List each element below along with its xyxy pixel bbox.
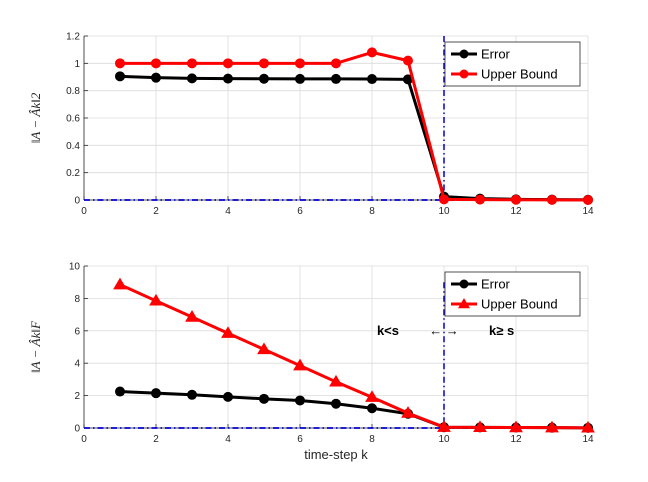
x-tick-label: 0 — [81, 206, 87, 217]
data-point-upper-bound — [113, 277, 127, 290]
data-point-upper-bound — [185, 310, 199, 322]
data-point-upper-bound — [329, 374, 343, 387]
legend-box — [444, 271, 581, 317]
x-tick-label: 2 — [153, 206, 159, 217]
data-point-error — [367, 403, 377, 414]
data-point-error — [295, 73, 305, 84]
data-point-error — [151, 72, 161, 83]
x-tick-label: 0 — [81, 434, 87, 445]
legend-label: Upper Bound — [481, 297, 558, 312]
y-axis-label: ‖A − Âk‖F — [28, 320, 43, 373]
x-tick-label: 10 — [438, 434, 450, 445]
data-point-upper-bound — [367, 47, 377, 58]
y-tick-label: 0.8 — [66, 86, 80, 97]
data-point-upper-bound — [475, 194, 485, 205]
series-line-upper-bound — [120, 50, 589, 202]
data-point-upper-bound — [545, 420, 559, 433]
x-tick-label: 2 — [153, 434, 159, 445]
data-point-upper-bound — [365, 390, 379, 402]
data-point-upper-bound — [223, 58, 233, 69]
data-point-error — [187, 389, 197, 400]
y-tick-label: 0.6 — [66, 114, 80, 125]
x-tick-label: 14 — [582, 206, 594, 217]
y-tick-label: 1 — [74, 59, 80, 70]
data-point-upper-bound — [473, 420, 487, 433]
x-tick-label: 6 — [297, 206, 303, 217]
data-point-upper-bound — [439, 194, 449, 205]
data-point-upper-bound — [581, 420, 595, 433]
y-tick-label: 0.4 — [66, 141, 80, 152]
data-point-upper-bound — [259, 58, 269, 69]
data-point-upper-bound — [149, 293, 163, 306]
data-point-upper-bound — [437, 420, 451, 432]
x-axis-label: time-step k — [304, 447, 368, 462]
legend-box — [444, 41, 581, 87]
data-point-upper-bound — [257, 342, 271, 355]
top-chart: 0 2 4 6 8 10 12 14 0 0.2 0.4 0.6 0.8 1 1.2 Error Upper B… — [28, 32, 594, 218]
legend: Error Upper Bound — [444, 271, 581, 317]
x-tick-label: 6 — [297, 434, 303, 445]
data-point-error — [259, 73, 269, 84]
data-point-upper-bound — [115, 58, 125, 69]
data-point-upper-bound — [293, 358, 307, 371]
data-point-error — [295, 395, 305, 406]
x-tick-label: 8 — [369, 206, 375, 217]
data-point-error — [331, 73, 341, 84]
data-point-upper-bound — [221, 326, 235, 338]
x-tick-label: 10 — [438, 206, 450, 217]
x-tick-label: 4 — [225, 434, 231, 445]
legend-marker-0 — [459, 279, 469, 289]
y-tick-label: 0.2 — [66, 168, 80, 179]
data-point-upper-bound — [331, 58, 341, 69]
legend-marker-1 — [459, 69, 469, 79]
legend-label: Upper Bound — [481, 67, 558, 82]
y-tick-label: 10 — [69, 262, 81, 273]
annotation-right: k≥ s — [489, 323, 514, 338]
data-point-upper-bound — [401, 406, 415, 418]
legend-marker-0 — [459, 49, 469, 59]
x-tick-label: 12 — [510, 206, 522, 217]
data-point-error — [115, 386, 125, 397]
data-point-error — [223, 391, 233, 402]
data-point-error — [223, 73, 233, 84]
data-point-upper-bound — [511, 194, 521, 205]
legend-marker-1 — [458, 298, 470, 309]
data-point-error — [151, 388, 161, 399]
series-line-upper-bound — [119, 283, 589, 430]
legend: Error Upper Bound — [444, 41, 581, 87]
x-tick-label: 4 — [225, 206, 231, 217]
data-point-upper-bound — [187, 58, 197, 69]
legend-label: Error — [481, 277, 511, 292]
y-tick-label: 0 — [74, 424, 80, 435]
data-point-error — [187, 73, 197, 84]
y-tick-label: 6 — [74, 326, 80, 337]
data-point-upper-bound — [509, 420, 523, 433]
data-point-error — [115, 71, 125, 82]
x-tick-label: 12 — [510, 434, 522, 445]
data-point-upper-bound — [295, 58, 305, 69]
legend-label: Error — [481, 47, 511, 62]
data-point-error — [259, 393, 269, 404]
data-point-error — [367, 74, 377, 85]
y-tick-label: 4 — [74, 359, 80, 370]
data-point-upper-bound — [151, 58, 161, 69]
bottom-chart: 0 2 4 6 8 10 12 14 0 2 4 6 8 10 Error Upper Bound ‖A − Â… — [28, 262, 595, 462]
y-axis-label: ‖A − Âk‖2 — [28, 92, 43, 143]
data-point-error — [331, 398, 341, 409]
data-point-upper-bound — [547, 194, 557, 205]
x-tick-label: 8 — [369, 434, 375, 445]
annotation-arrows: ← → — [429, 323, 459, 338]
annotation-left: k<s — [377, 323, 399, 338]
y-tick-label: 2 — [74, 391, 80, 402]
y-tick-label: 1.2 — [66, 32, 80, 43]
data-point-upper-bound — [403, 55, 413, 66]
x-tick-label: 14 — [582, 434, 594, 445]
y-tick-label: 8 — [74, 294, 80, 305]
data-point-upper-bound — [583, 195, 593, 205]
y-tick-label: 0 — [74, 196, 80, 207]
